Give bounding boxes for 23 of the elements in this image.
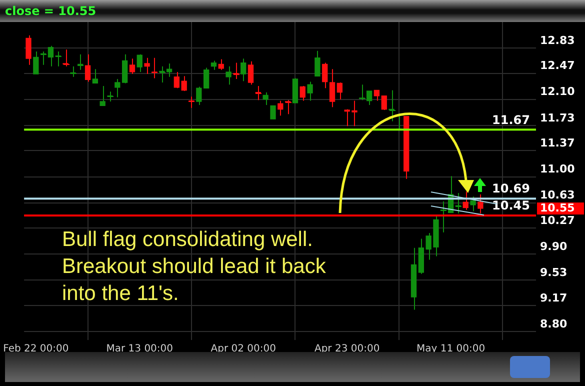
y-tick-label: 9.90 xyxy=(540,240,568,254)
y-tick-label: 12.10 xyxy=(540,85,576,98)
annotation: Bull flag consolidating well. Breakout should lead it back into the 11's. xyxy=(62,227,326,307)
x-tick-label: Apr 02 00:00 xyxy=(210,344,276,355)
text: 10.55 xyxy=(540,201,575,214)
chart-title: close = 10.55 xyxy=(5,4,96,18)
x-tick-label: May 11 00:00 xyxy=(416,344,486,355)
y-tick-label: 10.63 xyxy=(540,188,575,202)
y-tick-label: 11.37 xyxy=(540,136,575,150)
ref-line-label: 11.67 xyxy=(492,112,530,127)
ref-line-label: 10.45 xyxy=(492,198,530,213)
y-tick-label: 10.27 xyxy=(540,214,575,227)
x-tick-label: Mar 13 00:00 xyxy=(106,344,174,355)
y-tick-label: 9.17 xyxy=(540,291,568,304)
y-tick-label: 12.47 xyxy=(540,59,575,72)
y-tick-label: 11.73 xyxy=(540,111,575,124)
x-tick-label: Apr 23 00:00 xyxy=(314,344,380,355)
y-tick-label: 8.80 xyxy=(540,317,568,330)
ref-line-label: 10.69 xyxy=(492,182,530,196)
x-tick-label: Feb 22 00:00 xyxy=(3,344,69,355)
y-tick-label: 11.00 xyxy=(540,162,576,176)
y-tick-label: 9.53 xyxy=(540,266,568,280)
y-tick-label: 12.83 xyxy=(540,34,575,47)
